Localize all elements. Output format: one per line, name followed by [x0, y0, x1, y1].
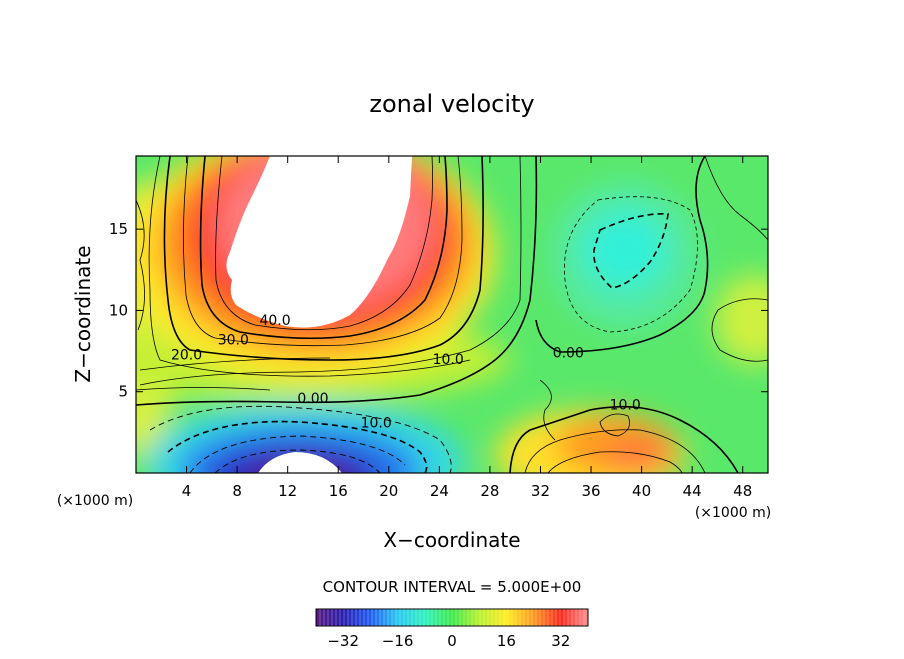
x-tick-label: 48 [733, 482, 752, 500]
x-axis: 4 8 12 16 20 24 28 32 36 40 44 48 [182, 156, 752, 500]
contour-lines [136, 156, 768, 473]
x-axis-label: X−coordinate [383, 528, 520, 552]
contour-label: 0.00 [297, 391, 328, 407]
colorbar-tick-label: 0 [447, 632, 457, 650]
contour-label: 10.0 [433, 352, 464, 368]
x-tick-label: 28 [480, 482, 499, 500]
x-tick-label: 16 [329, 482, 348, 500]
contour-labels: 40.0 30.0 20.0 10.0 0.00 0.00 10.0 10.0 [171, 313, 641, 431]
colorbar-tick-label: −32 [327, 632, 359, 650]
y-tick-label: 5 [118, 383, 128, 401]
colorbar-tick-label: 32 [551, 632, 570, 650]
y-axis-label: Z−coordinate [71, 245, 95, 382]
y-tick-label: 10 [109, 301, 128, 319]
x-tick-label: 8 [232, 482, 242, 500]
contour-label: 10.0 [610, 398, 641, 414]
x-tick-label: 24 [430, 482, 449, 500]
x-unit-left: (×1000 m) [57, 493, 133, 509]
contour-label: 40.0 [259, 313, 290, 329]
contour-label: 10.0 [361, 416, 392, 432]
saturated-region-bottom [258, 452, 342, 473]
x-tick-label: 20 [379, 482, 398, 500]
x-unit-right: (×1000 m) [695, 505, 771, 521]
plot-frame [135, 155, 769, 474]
x-tick-label: 12 [278, 482, 297, 500]
colorbar-tick-label: 16 [497, 632, 516, 650]
contour-label: 0.00 [553, 346, 584, 362]
contour-label: 20.0 [171, 347, 202, 363]
x-tick-label: 44 [683, 482, 702, 500]
contour-interval-note: CONTOUR INTERVAL = 5.000E+00 [323, 578, 582, 596]
colorbar-fill [315, 608, 589, 627]
y-tick-label: 15 [109, 220, 128, 238]
contour-label: 30.0 [218, 333, 249, 349]
colorbar: −32 −16 0 16 32 [315, 608, 589, 650]
x-tick-label: 4 [182, 482, 192, 500]
saturated-region-top [226, 156, 412, 328]
colorbar-ticks: −32 −16 0 16 32 [327, 632, 570, 650]
x-tick-label: 36 [581, 482, 600, 500]
y-axis: 5 10 15 [109, 220, 768, 401]
x-tick-label: 40 [632, 482, 651, 500]
colorbar-stripes [319, 609, 585, 626]
x-tick-label: 32 [531, 482, 550, 500]
velocity-field: 40.0 30.0 20.0 10.0 0.00 0.00 10.0 10.0 [136, 156, 768, 473]
colorbar-tick-label: −16 [382, 632, 414, 650]
chart-title: zonal velocity [369, 90, 534, 118]
